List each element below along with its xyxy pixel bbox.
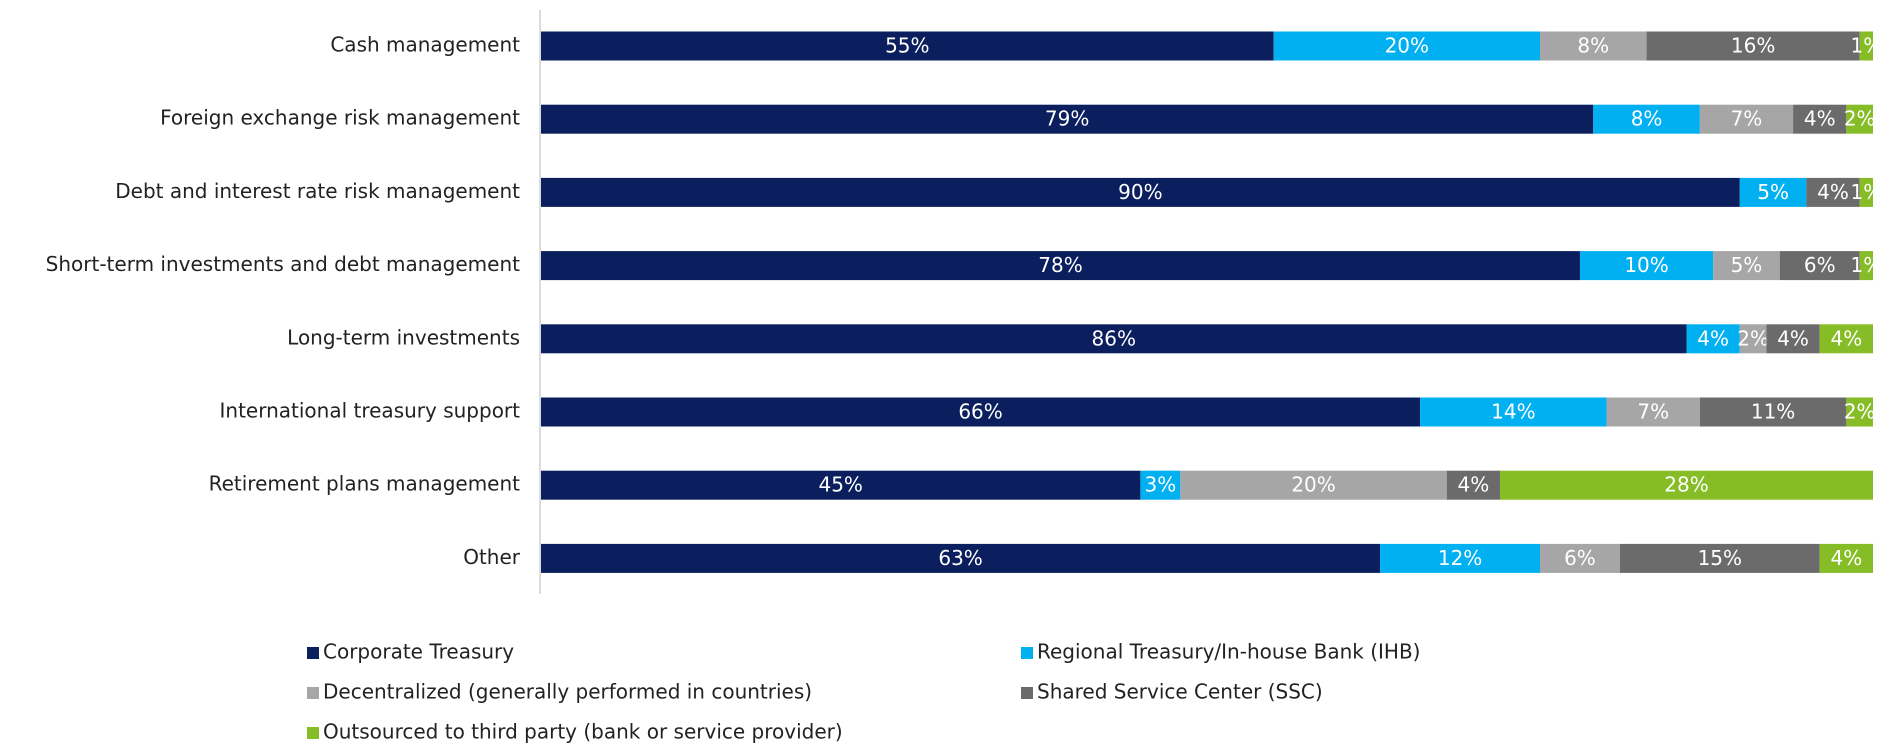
bar-segment [1779, 251, 1860, 281]
bar-segment [541, 177, 1740, 207]
bar-segment [1593, 104, 1700, 134]
legend-label: Outsourced to third party (bank or servi… [323, 720, 843, 744]
bar-segment [1846, 397, 1873, 427]
value-label: 55% [885, 34, 929, 58]
value-label: 2% [1844, 400, 1876, 424]
bar-segment [1713, 251, 1780, 281]
value-label: 20% [1385, 34, 1429, 58]
legend-swatch [1021, 647, 1033, 659]
bar-segment [1180, 470, 1447, 500]
bar-segment [1540, 543, 1620, 573]
bar-segment [1846, 104, 1873, 134]
bar-segment [541, 251, 1580, 281]
value-label: 4% [1777, 326, 1809, 350]
value-label: 14% [1491, 400, 1535, 424]
value-label: 1% [1850, 253, 1882, 277]
bar-segment [541, 324, 1687, 354]
bar-segment [1819, 324, 1873, 354]
bar-segment [1739, 177, 1807, 207]
value-label: 45% [818, 473, 862, 497]
bar-segment [1646, 31, 1860, 61]
value-label: 4% [1830, 546, 1862, 570]
value-label: 63% [938, 546, 982, 570]
bar-segment [1806, 177, 1860, 207]
value-label: 16% [1731, 34, 1775, 58]
value-label: 2% [1737, 326, 1769, 350]
category-label: Short-term investments and debt manageme… [46, 252, 520, 276]
value-label: 90% [1118, 180, 1162, 204]
value-label: 8% [1577, 34, 1609, 58]
legend-swatch [307, 647, 319, 659]
value-label: 86% [1092, 326, 1136, 350]
bar-segment [1500, 470, 1873, 500]
value-label: 20% [1291, 473, 1335, 497]
bar-segment [1739, 324, 1767, 354]
value-label: 66% [958, 400, 1002, 424]
bar-segment [1686, 324, 1740, 354]
bar-segment [1420, 397, 1607, 427]
value-label: 79% [1045, 107, 1089, 131]
value-label: 2% [1844, 107, 1876, 131]
bar-segment [541, 543, 1381, 573]
value-label: 78% [1038, 253, 1082, 277]
bar-segment [541, 470, 1141, 500]
value-label: 15% [1698, 546, 1742, 570]
value-label: 7% [1637, 400, 1669, 424]
value-label: 4% [1817, 180, 1849, 204]
bar-segment [1140, 470, 1181, 500]
legend-swatch [1021, 687, 1033, 699]
legend-label: Regional Treasury/In-house Bank (IHB) [1037, 640, 1420, 664]
bar-segment [1699, 397, 1847, 427]
value-label: 1% [1850, 34, 1882, 58]
bar-segment [1859, 177, 1873, 207]
value-label: 4% [1830, 326, 1862, 350]
value-label: 3% [1145, 473, 1177, 497]
value-label: 6% [1804, 253, 1836, 277]
bar-segment [1819, 543, 1873, 573]
bar-segment [1699, 104, 1794, 134]
bar-segment [1793, 104, 1847, 134]
value-label: 7% [1731, 107, 1763, 131]
bar-segment [1273, 31, 1540, 61]
category-label: Foreign exchange risk management [160, 106, 520, 130]
value-label: 4% [1804, 107, 1836, 131]
value-label: 4% [1697, 326, 1729, 350]
value-label: 5% [1731, 253, 1763, 277]
value-label: 6% [1564, 546, 1596, 570]
category-label: Long-term investments [287, 325, 520, 349]
legend-label: Corporate Treasury [323, 640, 514, 664]
category-label: International treasury support [220, 399, 521, 423]
category-label: Other [463, 545, 521, 569]
value-label: 28% [1664, 473, 1708, 497]
value-label: 4% [1458, 473, 1490, 497]
bar-segment [1859, 31, 1873, 61]
bar-segment [541, 104, 1594, 134]
category-label: Cash management [330, 33, 520, 57]
bar-segment [1380, 543, 1540, 573]
bar-segment [1579, 251, 1714, 281]
value-label: 12% [1438, 546, 1482, 570]
category-label: Retirement plans management [209, 472, 521, 496]
bar-segment [541, 31, 1274, 61]
bar-segment [1606, 397, 1700, 427]
category-label: Debt and interest rate risk management [115, 179, 520, 203]
value-label: 10% [1624, 253, 1668, 277]
value-label: 5% [1757, 180, 1789, 204]
value-label: 1% [1850, 180, 1882, 204]
value-label: 8% [1631, 107, 1663, 131]
bar-segment [1540, 31, 1647, 61]
bar-segment [541, 397, 1421, 427]
bar-segment [1446, 470, 1501, 500]
legend-swatch [307, 727, 319, 739]
legend-label: Shared Service Center (SSC) [1037, 680, 1323, 704]
legend-swatch [307, 687, 319, 699]
value-label: 11% [1751, 400, 1795, 424]
bar-segment [1619, 543, 1820, 573]
legend-label: Decentralized (generally performed in co… [323, 680, 812, 704]
bar-segment [1859, 251, 1873, 281]
bar-segment [1766, 324, 1820, 354]
